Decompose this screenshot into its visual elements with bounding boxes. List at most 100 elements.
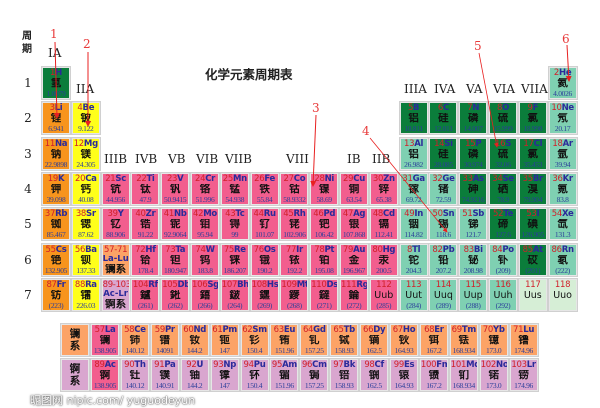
atomic-mass: 178.4 [137, 265, 154, 275]
atomic-number: 27 [283, 173, 295, 184]
period-label: 7 [24, 287, 32, 302]
atomic-number: 37 [44, 209, 56, 220]
element-cell: 15P 磷 30.974 [458, 136, 489, 171]
group-label-ia: IA [48, 46, 62, 60]
element-name: 砷 [467, 183, 479, 195]
atomic-number: 58 [124, 325, 135, 335]
atomic-mass: 140.12 [125, 381, 145, 390]
atomic-number: 94 [243, 360, 255, 370]
element-symbol: Mn [232, 173, 247, 184]
atomic-number: 17 [523, 138, 534, 149]
element-name: 镉 [378, 219, 390, 231]
element-cell: 95Am 镅 151.96 [269, 358, 300, 392]
element-name: 𨭎 [199, 289, 211, 301]
atomic-number: 117 [525, 279, 541, 290]
atomic-mass: 4.0026 [553, 89, 572, 98]
element-cell: 22Ti 钛 47.9 [130, 171, 161, 206]
element-cell: 3Li 锂 6.941 [41, 101, 71, 136]
element-symbol: Te [503, 209, 514, 220]
element-symbol: Cd [383, 209, 395, 220]
atomic-number: 25 [222, 173, 234, 184]
atomic-mass: 30.974 [463, 159, 483, 169]
element-name: 氢 [50, 78, 62, 89]
element-cell: 78Pt 铂 195.08 [309, 242, 340, 277]
element-name: 氯 [527, 113, 539, 125]
element-cell: 2He 氦 4.0026 [547, 66, 578, 100]
atomic-number: 118 [554, 279, 571, 290]
element-name: 镍 [318, 183, 330, 195]
element-name: Uuo [553, 289, 572, 301]
atomic-number: 105 [162, 279, 178, 290]
element-cell: 63Eu 铕 151.96 [269, 323, 300, 357]
atomic-number: 18 [552, 138, 563, 149]
atomic-mass: 18.998 [523, 124, 543, 134]
element-symbol: Y [117, 209, 124, 220]
atomic-number: 65 [333, 325, 344, 335]
atomic-mass: 150.4 [246, 346, 263, 355]
atomic-number: 115 [465, 279, 482, 290]
element-name: 铟 [408, 219, 419, 231]
atomic-mass: 65.38 [376, 194, 392, 204]
atomic-number: 11 [44, 138, 56, 149]
element-cell: 17Cl 氯 35.453 [517, 136, 548, 171]
element-cell: 84Po 钋 (209) [488, 242, 518, 277]
element-symbol: Ca [85, 173, 97, 184]
element-symbol: Bi [473, 244, 483, 255]
element-name: 钫 [50, 289, 62, 301]
atomic-mass: 138.905 [93, 346, 117, 355]
element-cell: 41Nb 铌 92.9064 [160, 207, 191, 242]
element-name: 𨧀 [169, 289, 181, 301]
atomic-mass: 200.5 [376, 265, 392, 275]
element-symbol: Cl [533, 138, 543, 149]
element-cell: 28Ni 镍 58.69 [309, 171, 340, 206]
group-label-via: VIA [493, 82, 516, 96]
atomic-mass: 140.12 [125, 346, 145, 355]
atomic-number: 80 [372, 244, 383, 255]
atomic-number: 87 [46, 279, 57, 290]
element-cell: 60Nd 钕 144.2 [179, 323, 210, 357]
period-label: 4 [24, 181, 32, 196]
element-name: 钾 [50, 183, 62, 195]
element-cell: 68Er 铒 167.2 [418, 323, 449, 357]
series-cell: 89-103 Ac-Lr 锕系 [100, 277, 131, 312]
element-name: 银 [348, 219, 360, 231]
atomic-mass: 157.25 [304, 346, 324, 355]
period-label: 1 [24, 76, 32, 90]
element-name: 镭 [80, 289, 92, 301]
atomic-number: 110 [311, 279, 327, 290]
atomic-mass: 131.3 [554, 230, 571, 240]
group-label-iva: IVA [434, 82, 456, 96]
element-cell: 91Pa 镤 140.91 [149, 358, 180, 392]
atomic-mass: (222) [555, 265, 570, 275]
element-symbol: W [205, 244, 215, 255]
element-name: 砹 [527, 254, 539, 266]
element-symbol: Ds [326, 279, 338, 290]
element-cell: 117 Uus [517, 277, 548, 312]
atomic-number: 86 [551, 244, 562, 255]
element-name: 汞 [378, 254, 390, 266]
element-symbol: Tl [412, 244, 421, 255]
atomic-number: 45 [283, 209, 294, 220]
atomic-number: 46 [313, 209, 324, 220]
element-cell: 25Mn 锰 54.938 [219, 171, 250, 206]
atomic-mass: 158.93 [334, 346, 354, 355]
element-cell: 96Cm 锔 157.25 [299, 358, 330, 392]
atomic-number: 102 [480, 360, 497, 370]
element-cell: 4Be 铍 9.122 [70, 101, 101, 136]
atomic-mass: 226.03 [76, 300, 96, 310]
atomic-mass: 92.9064 [164, 230, 187, 240]
element-name: 铑 [289, 219, 300, 231]
element-name: 锫 [338, 370, 350, 381]
atomic-mass: 24.305 [76, 159, 96, 169]
element-name: 錀 [348, 289, 360, 301]
element-symbol: Lu [523, 325, 535, 335]
element-symbol: Rg [356, 279, 367, 290]
element-name: 锗 [438, 183, 449, 195]
atomic-mass: 44.956 [106, 194, 125, 204]
atomic-number: 41 [163, 209, 175, 220]
group-label-vib: VIB [196, 152, 219, 166]
element-name: 镎 [219, 370, 230, 381]
atomic-number: 91 [154, 360, 165, 370]
element-symbol: Pt [324, 244, 335, 255]
element-name: 碲 [497, 219, 509, 231]
